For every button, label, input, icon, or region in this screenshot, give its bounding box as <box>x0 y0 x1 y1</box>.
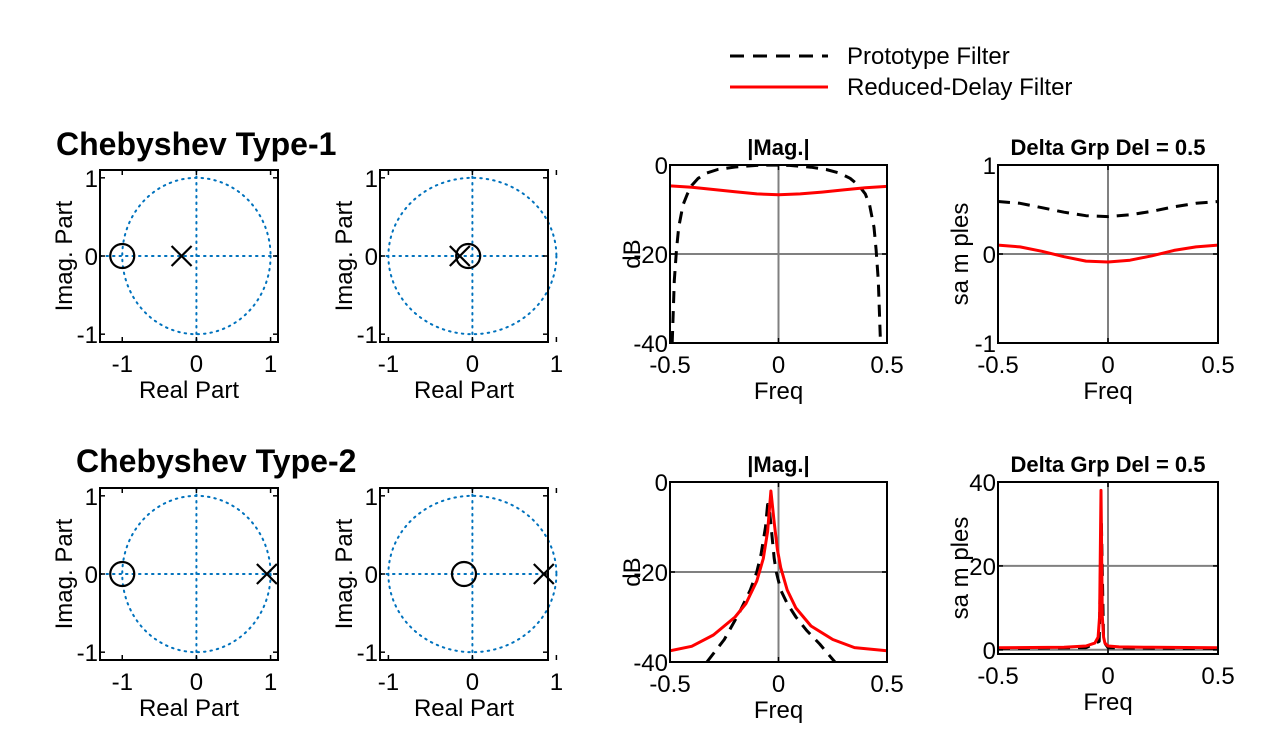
y-tick-label: 40 <box>969 470 996 497</box>
y-tick-label: 0 <box>983 638 996 665</box>
x-axis-label: Real Part <box>414 377 514 404</box>
pole-marker <box>449 245 471 267</box>
x-tick-label: 0.5 <box>870 352 903 379</box>
legend: Prototype Filter Reduced-Delay Filter <box>730 43 1072 101</box>
series-reduced-line <box>998 488 1218 650</box>
zero-marker <box>455 242 482 270</box>
y-axis-label: dB <box>619 239 646 268</box>
y-axis-label: Imag. Part <box>51 518 78 629</box>
y-axis-label: Imag. Part <box>331 518 358 629</box>
x-tick-label: -0.5 <box>977 663 1018 690</box>
y-tick-label: 0 <box>365 562 378 589</box>
panel-pz-prototype-type1: -1 0 1 -1 0 1 Real Part Imag. Part <box>51 166 279 404</box>
zero-marker <box>109 242 136 270</box>
y-tick-label: 0 <box>655 470 668 497</box>
x-tick-label: -0.5 <box>649 671 690 698</box>
y-tick-label: 0 <box>85 244 98 271</box>
legend-prototype-label: Prototype Filter <box>847 43 1010 70</box>
panel-title: |Mag.| <box>747 452 809 477</box>
y-tick-label: 1 <box>85 484 98 511</box>
x-tick-label: 0 <box>1101 352 1114 379</box>
panel-pz-prototype-type2: -1 0 1 -1 0 1 Real Part Imag. Part <box>51 484 279 722</box>
x-tick-label: -1 <box>112 669 133 696</box>
x-axis-label: Freq <box>754 378 803 405</box>
y-tick-label: 1 <box>365 484 378 511</box>
panels: -1 0 1 -1 0 1 Real Part Imag. Part -1 0 1 -1 0 1 Real … <box>51 135 1235 724</box>
x-tick-label: 0 <box>466 669 479 696</box>
x-tick-label: 0 <box>772 671 785 698</box>
y-tick-label: 0 <box>365 244 378 271</box>
zero-marker <box>450 560 478 588</box>
x-tick-label: 0 <box>190 351 203 378</box>
y-tick-label: -1 <box>77 322 98 349</box>
y-tick-label: -1 <box>357 640 378 667</box>
x-tick-label: 1 <box>550 351 563 378</box>
panel-grpdel-type1: Delta Grp Del = 0.5 -0.5 0 0.5 -1 0 1 Freq sa m … <box>947 135 1235 405</box>
panel-title: |Mag.| <box>747 135 809 160</box>
x-tick-label: 0.5 <box>1201 663 1234 690</box>
y-axis-label: sa m ples <box>947 517 974 620</box>
x-tick-label: -1 <box>378 351 399 378</box>
x-axis-label: Real Part <box>414 695 514 722</box>
x-tick-label: 0 <box>466 351 479 378</box>
y-tick-label: 20 <box>969 554 996 581</box>
y-tick-label: -20 <box>633 242 668 269</box>
pole-marker <box>170 245 193 267</box>
y-tick-label: -1 <box>77 640 98 667</box>
x-tick-label: 0 <box>772 352 785 379</box>
x-tick-label: 0 <box>1101 663 1114 690</box>
y-axis-label: dB <box>619 557 646 586</box>
panel-title: Delta Grp Del = 0.5 <box>1010 452 1205 477</box>
y-tick-label: 0 <box>983 242 996 269</box>
y-axis-label: sa m ples <box>947 203 974 306</box>
y-tick-label: -1 <box>975 331 996 358</box>
y-tick-label: -20 <box>633 560 668 587</box>
panel-pz-reduced-type1: -1 0 1 -1 0 1 Real Part Imag. Part <box>331 166 563 404</box>
y-tick-label: -1 <box>357 322 378 349</box>
x-axis-label: Freq <box>1083 378 1132 405</box>
series-prototype-line <box>705 503 837 662</box>
y-tick-label: 0 <box>655 153 668 180</box>
x-axis-label: Real Part <box>139 695 239 722</box>
x-tick-label: -1 <box>378 669 399 696</box>
x-axis-label: Freq <box>754 697 803 724</box>
x-tick-label: 1 <box>264 669 277 696</box>
x-axis-label: Freq <box>1083 689 1132 716</box>
y-axis-label: Imag. Part <box>331 200 358 311</box>
series-reduced-line <box>998 243 1218 264</box>
x-tick-label: 0 <box>190 669 203 696</box>
panel-pz-reduced-type2: -1 0 1 -1 0 1 Real Part Imag. Part <box>331 484 563 722</box>
y-tick-label: 1 <box>365 166 378 193</box>
pole-marker <box>256 563 278 585</box>
series-prototype-line <box>998 200 1218 219</box>
y-tick-label: -40 <box>633 650 668 677</box>
y-tick-label: 0 <box>85 562 98 589</box>
y-axis-label: Imag. Part <box>51 200 78 311</box>
legend-reduced-label: Reduced-Delay Filter <box>847 74 1072 101</box>
y-tick-label: 1 <box>983 153 996 180</box>
zero-marker <box>109 560 136 588</box>
x-tick-label: 0.5 <box>870 671 903 698</box>
x-tick-label: -0.5 <box>649 352 690 379</box>
row-title-type1: Chebyshev Type-1 <box>56 126 336 162</box>
x-tick-label: 1 <box>264 351 277 378</box>
x-tick-label: 0.5 <box>1201 352 1234 379</box>
y-tick-label: -40 <box>633 331 668 358</box>
y-tick-label: 1 <box>85 166 98 193</box>
x-tick-label: 1 <box>550 669 563 696</box>
series-reduced-line <box>670 184 887 197</box>
x-tick-label: -0.5 <box>977 352 1018 379</box>
x-tick-label: -1 <box>112 351 133 378</box>
x-axis-label: Real Part <box>139 377 239 404</box>
row-title-type2: Chebyshev Type-2 <box>76 443 356 479</box>
panel-title: Delta Grp Del = 0.5 <box>1010 135 1205 160</box>
series-reduced-line <box>670 489 887 653</box>
